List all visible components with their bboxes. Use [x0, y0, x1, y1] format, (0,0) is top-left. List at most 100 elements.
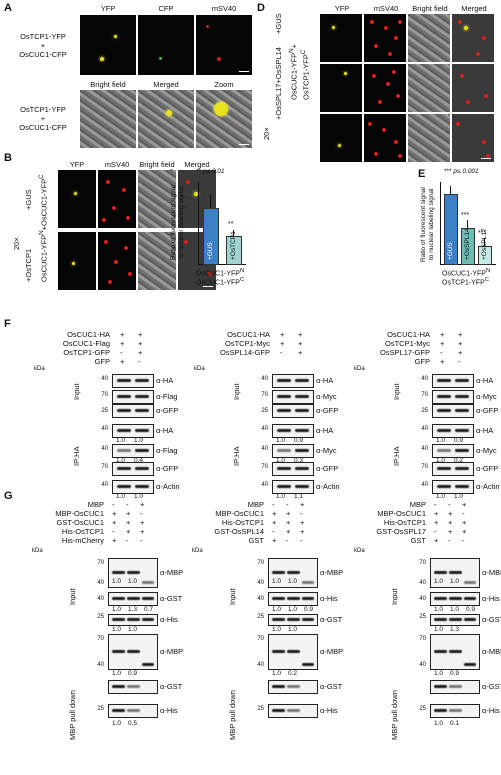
f2-kda: kDa — [354, 366, 365, 372]
f0-ip-blot-1 — [112, 444, 154, 458]
g1-input-band-0-3 — [302, 581, 314, 584]
g0-q-4-0: 1.0 — [112, 720, 122, 727]
f2-input-blot-1 — [432, 390, 474, 404]
g2-cond-1-l2: + — [448, 509, 453, 518]
f0-cond-2-l2: + — [138, 348, 143, 357]
g2-mk-70: 70 — [419, 560, 426, 566]
e-xlabel-1: OsCUC1-YFP — [442, 270, 486, 278]
f0-input-band-1-2 — [135, 395, 149, 398]
d-tile-r2-msv40 — [364, 64, 406, 112]
f2-input-band-2-1 — [437, 409, 451, 412]
c-bar-label-gus: +GUS — [207, 242, 214, 260]
g0-pmk-25: 25 — [97, 706, 104, 712]
panel-label-b: B — [4, 152, 12, 164]
g1-cond-3-l1: - — [272, 527, 275, 536]
e-sig-legend: *** p≤ 0.001 — [444, 168, 479, 175]
f2-ip-mk-40c: 40 — [421, 482, 428, 488]
g1-pmk-40: 40 — [257, 662, 264, 668]
g1-mk-25: 25 — [257, 614, 264, 620]
g0-q-2-0: 1.0 — [112, 626, 122, 633]
f2-mk-70: 70 — [421, 392, 428, 398]
g0-input-band-1-3 — [142, 597, 154, 600]
g0-cond-2-l1: + — [112, 518, 117, 527]
f1-mk-25: 25 — [261, 408, 268, 414]
g0-cond-1-l3: - — [140, 509, 143, 518]
d-construct-2: N — [288, 48, 295, 53]
a-tile-zoom — [196, 90, 252, 148]
f2-input-blot-2 — [432, 404, 474, 418]
g2-q-4-1: 0.1 — [450, 720, 460, 727]
g2-cond-4-l3: - — [462, 536, 465, 545]
f2-input-band-0-1 — [437, 379, 451, 382]
g2-cond-2-l3: + — [462, 518, 467, 527]
c-err-tcp1 — [233, 230, 234, 236]
d-construct-3: + — [289, 44, 299, 49]
g0-pull-blot-0 — [108, 634, 158, 670]
g0-q-1-0: 1.0 — [112, 606, 122, 613]
e-bar-sig-1: *** — [461, 212, 470, 219]
e-bar-sig-2: *** — [478, 230, 487, 237]
f0-ip-band-1-1 — [117, 449, 131, 452]
g2-q-1-2: 0.9 — [466, 606, 476, 613]
f1-cond-1: OsTCP1-Myc — [225, 339, 270, 348]
g0-cond-3-l3: + — [140, 527, 145, 536]
f1-input-band-2-1 — [277, 409, 291, 412]
f2-ip-mk-70: 70 — [421, 464, 428, 470]
f1-ip-band-0-2 — [295, 429, 309, 432]
f1-q-1-0: 1.0 — [276, 457, 286, 464]
g0-input-band-0-1 — [112, 571, 125, 574]
g2-q-2-1: 1.3 — [450, 626, 460, 633]
d-tile-r3-bf — [408, 114, 450, 162]
d-tile-label-bf: Bright field — [412, 4, 448, 13]
f2-input-ab-2: α-GFP — [476, 406, 499, 415]
g1-mk-40: 40 — [257, 580, 264, 586]
g1-pull-blot-2 — [268, 704, 318, 718]
f1-input-band-1-1 — [277, 395, 291, 398]
f1-input-ab-2: α-GFP — [316, 406, 339, 415]
a-row1-label-2: + — [40, 41, 46, 50]
d-side-20x: 20× — [262, 127, 271, 140]
g2-kda: kDa — [354, 548, 365, 554]
g0-cond-4-l2: - — [126, 536, 129, 545]
d-tile-label-merged: Merged — [461, 4, 487, 13]
f0-ip-blot-3 — [112, 480, 154, 494]
f0-cond-0-l2: + — [138, 330, 143, 339]
f2-q-1-0: 1.0 — [436, 457, 446, 464]
e-bar-spl14 — [461, 228, 475, 265]
g1-pmk-25: 25 — [257, 706, 264, 712]
c-sig-legend: ** p≤ 0.01 — [196, 168, 225, 175]
g2-cond-0-l3: + — [462, 500, 467, 509]
f0-cond-3-l1: + — [120, 357, 125, 366]
g0-mk-25: 25 — [97, 614, 104, 620]
f2-ip-ab-3: α-Actin — [476, 482, 500, 491]
g2-input-blot-0 — [430, 558, 480, 588]
f1-ip-ab-2: α-GFP — [316, 464, 339, 473]
f1-cond-2-l2: + — [298, 348, 303, 357]
g0-cond-1-l2: + — [126, 509, 131, 518]
a-row1-label-3: OsCUC1-CFP — [19, 50, 67, 59]
g1-cond-2: His-OsTCP1 — [221, 518, 264, 527]
g0-q-2-1: 1.0 — [128, 626, 138, 633]
g0-cond-1-l1: + — [112, 509, 117, 518]
f1-kda: kDa — [194, 366, 205, 372]
a-tile-cfp — [138, 15, 194, 75]
d-tile-r3-merged — [452, 114, 494, 162]
f0-ip-mk-40c: 40 — [101, 482, 108, 488]
f1-q-0-1: 0.9 — [294, 437, 304, 444]
f0-input-band-0-1 — [117, 379, 131, 382]
g2-pmk-40: 40 — [419, 662, 426, 668]
c-bar-tcp1 — [226, 236, 242, 265]
f1-ip-mk-40c: 40 — [261, 482, 268, 488]
c-yaxis — [198, 182, 199, 264]
b-construct-3: + — [39, 226, 49, 231]
c-ylabel-1: Ratio of fluorescent signal — [170, 185, 177, 260]
g2-mk-40: 40 — [419, 580, 426, 586]
g1-input-band-1-3 — [302, 597, 314, 600]
g0-input-band-2-3 — [142, 618, 154, 621]
g0-pull-band-2-2 — [127, 709, 140, 712]
g1-pull-band-2-1 — [272, 709, 285, 712]
g2-cond-2: His-OsTCP1 — [383, 518, 426, 527]
f1-q-0-0: 1.0 — [276, 437, 286, 444]
g2-input-band-0-2 — [449, 571, 462, 574]
f2-q-2-1: 1.0 — [454, 493, 464, 500]
